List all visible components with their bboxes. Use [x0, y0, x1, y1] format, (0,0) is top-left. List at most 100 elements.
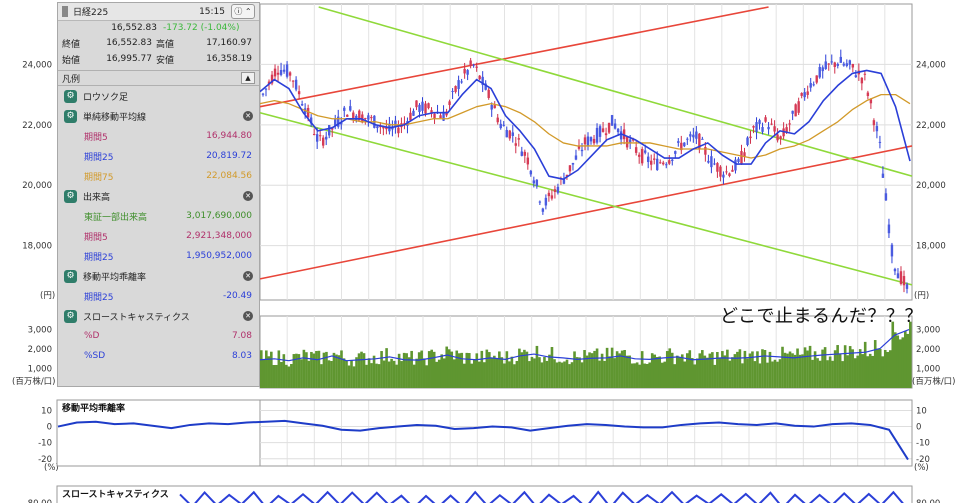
candle-body [710, 156, 713, 168]
candle-body [415, 100, 418, 108]
volume-bar [355, 357, 358, 388]
volume-bar [816, 358, 819, 388]
param-value: 16,944.80 [206, 131, 252, 141]
volume-bar [553, 359, 556, 388]
volume-bar [262, 359, 266, 388]
volume-bar [828, 356, 832, 388]
volume-bar [337, 355, 341, 388]
candle-body [884, 193, 888, 201]
volume-bar [778, 359, 782, 388]
candle-body [610, 115, 614, 126]
candle-body [583, 137, 587, 145]
indicator-row[interactable]: ⚙ 移動平均乖離率 ✕ [58, 266, 259, 286]
volume-bar [883, 349, 887, 388]
volume-bar [648, 362, 651, 388]
candle-body [267, 81, 271, 85]
deviation-line [57, 419, 909, 461]
volume-bar [467, 353, 471, 388]
settings-gear-icon[interactable]: ⚙ [64, 269, 77, 283]
volume-bar [372, 355, 376, 388]
volume-bar [465, 352, 469, 388]
volume-bar [480, 350, 484, 388]
candle-body [601, 128, 605, 132]
info-button[interactable]: ⓘ ⌃ [231, 4, 255, 19]
candle-body [337, 116, 340, 127]
candle-body [385, 126, 388, 130]
volume-bar [518, 348, 521, 388]
settings-gear-icon[interactable]: ⚙ [64, 309, 77, 323]
candle-body [550, 195, 554, 199]
candle-body [589, 137, 593, 142]
indicator-row[interactable]: ⚙ ロウソク足 [58, 86, 259, 106]
remove-indicator-icon[interactable]: ✕ [243, 191, 253, 201]
candle-body [833, 62, 836, 68]
settings-gear-icon[interactable]: ⚙ [64, 189, 77, 203]
remove-indicator-icon[interactable]: ✕ [243, 311, 253, 321]
candle-body [899, 271, 903, 284]
settings-gear-icon[interactable]: ⚙ [64, 109, 77, 123]
volume-bar [588, 352, 591, 388]
candle-body [674, 151, 677, 154]
volume-bar [488, 352, 491, 388]
volume-bar [878, 349, 882, 388]
volume-bar [613, 358, 616, 388]
volume-bar [808, 345, 812, 388]
volume-bar [708, 353, 712, 388]
candle-body [737, 158, 740, 163]
volume-bar [352, 366, 356, 388]
volume-bar [590, 353, 594, 388]
candle-body [309, 117, 313, 124]
candle-body [878, 141, 882, 143]
indicator-row[interactable]: ⚙ スローストキャスティクス ✕ [58, 306, 259, 326]
candle-body [433, 113, 436, 119]
volume-bar [585, 355, 589, 388]
volume-tick-right: 3,000 [916, 326, 940, 336]
drag-handle[interactable] [62, 6, 68, 17]
deviation-tick-right: 10 [916, 406, 927, 416]
candle-body [616, 128, 620, 133]
volume-bar [302, 349, 306, 388]
candle-body [740, 151, 743, 165]
indicator-row[interactable]: ⚙ 単純移動平均線 ✕ [58, 106, 259, 126]
volume-unit-left: (百万株/口) [12, 376, 56, 387]
collapse-legend-button[interactable]: ▲ [241, 72, 255, 84]
candle-body [505, 129, 508, 138]
volume-bar [713, 364, 717, 388]
candle-body [824, 61, 827, 70]
param-label: %SD [84, 351, 106, 361]
param-value: -20.49 [222, 291, 252, 301]
volume-bar [786, 353, 789, 388]
volume-bar [500, 357, 504, 388]
volume-bar [367, 358, 371, 388]
volume-bar [575, 357, 579, 388]
volume-bar [803, 347, 807, 388]
candle-body [448, 101, 451, 106]
volume-bar [402, 352, 406, 388]
volume-bar [565, 359, 569, 388]
volume-bar [625, 355, 629, 388]
candle-body [523, 151, 527, 156]
volume-bar [315, 350, 318, 388]
volume-bar [342, 358, 346, 388]
volume-bar [761, 349, 764, 388]
volume-bar [570, 362, 574, 388]
candle-body [764, 117, 767, 122]
indicator-row[interactable]: ⚙ 出来高 ✕ [58, 186, 259, 206]
volume-bar [861, 354, 864, 388]
volume-bar [360, 351, 363, 388]
candle-body [300, 104, 304, 106]
remove-indicator-icon[interactable]: ✕ [243, 111, 253, 121]
y-tick-label-left: 20,000 [22, 181, 52, 191]
remove-indicator-icon[interactable]: ✕ [243, 271, 253, 281]
deviation-panel-title: 移動平均乖離率 [62, 402, 125, 414]
candle-body [905, 284, 909, 289]
volume-bar [670, 352, 674, 388]
volume-bar [893, 332, 897, 388]
settings-gear-icon[interactable]: ⚙ [64, 89, 77, 103]
candle-body [469, 60, 472, 66]
volume-bar [397, 353, 401, 388]
param-label: %D [84, 331, 100, 341]
volume-bar [716, 352, 719, 388]
volume-bar [701, 350, 704, 388]
candle-body [827, 63, 830, 65]
